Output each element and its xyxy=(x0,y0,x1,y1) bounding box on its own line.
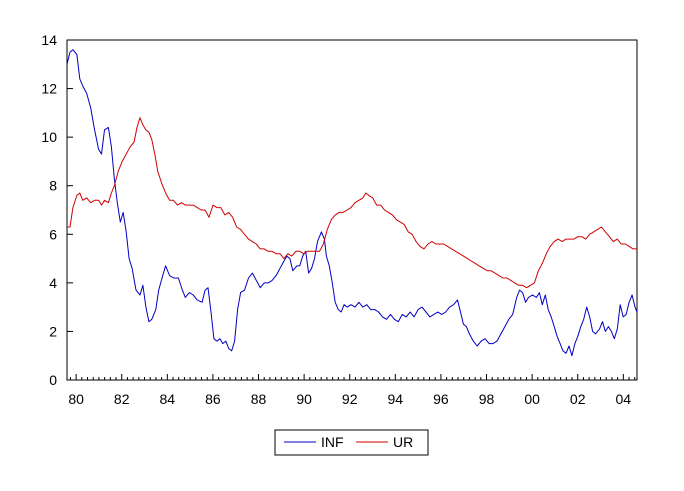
x-tick-label: 98 xyxy=(479,391,495,407)
legend-label-inf: INF xyxy=(321,434,344,450)
x-tick-label: 00 xyxy=(524,391,540,407)
y-tick-label: 2 xyxy=(49,323,57,339)
legend-label-ur: UR xyxy=(393,434,413,450)
plot-frame xyxy=(66,39,638,381)
y-tick-label: 0 xyxy=(49,372,57,388)
legend: INF UR xyxy=(274,429,429,456)
x-tick-label: 86 xyxy=(205,391,221,407)
series-layer xyxy=(66,49,638,357)
series-line-inf xyxy=(66,49,638,357)
y-tick-label: 14 xyxy=(41,32,57,48)
y-tick-label: 4 xyxy=(49,275,57,291)
y-tick-label: 6 xyxy=(49,226,57,242)
x-tick-label: 94 xyxy=(388,391,404,407)
x-tick-label: 82 xyxy=(114,391,130,407)
x-tick-label: 80 xyxy=(68,391,84,407)
x-tick-label: 90 xyxy=(296,391,312,407)
y-tick-label: 12 xyxy=(41,81,57,97)
y-tick-label: 10 xyxy=(41,129,57,145)
x-tick-label: 02 xyxy=(570,391,586,407)
x-tick-label: 96 xyxy=(433,391,449,407)
y-axis: 0 2 4 6 8 10 12 14 xyxy=(41,32,73,388)
x-tick-label: 88 xyxy=(251,391,267,407)
x-tick-label: 92 xyxy=(342,391,358,407)
x-tick-label: 84 xyxy=(160,391,176,407)
y-tick-label: 8 xyxy=(49,178,57,194)
x-tick-label: 04 xyxy=(616,391,632,407)
x-axis: 80 82 84 86 88 90 92 94 96 98 00 02 04 xyxy=(68,374,636,407)
series-line-ur xyxy=(67,117,637,289)
